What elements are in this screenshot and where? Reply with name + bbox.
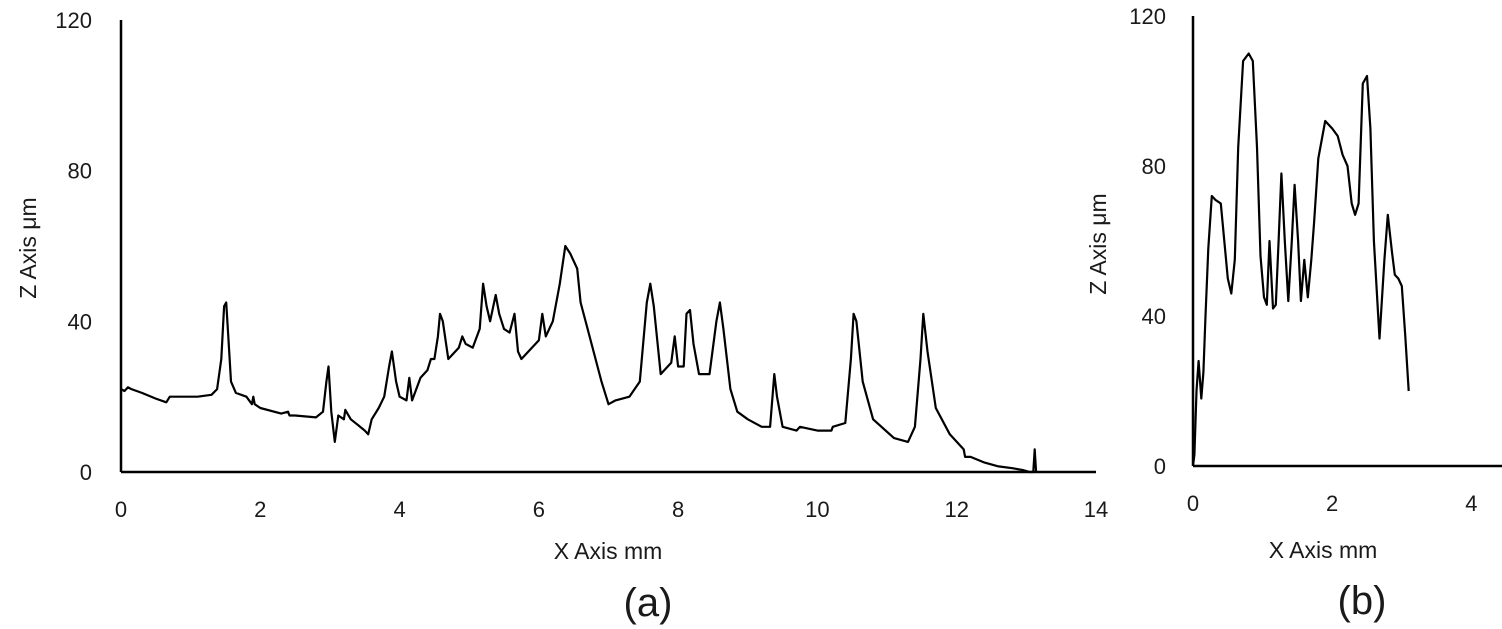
y-tick-label: 120 [55,8,92,33]
x-axis-label-a: X Axis mm [554,538,663,564]
x-tick-label: 0 [1187,491,1199,516]
profile-line-b [1191,52,1410,467]
profile-line-a [120,244,1038,474]
x-tick-label: 10 [805,497,829,522]
y-tick-label: 80 [1142,154,1166,179]
panel-label-a: (a) [624,581,673,625]
x-axis-label-b: X Axis mm [1269,537,1378,563]
y-tick-label: 40 [68,309,92,334]
x-tick-label: 0 [115,497,127,522]
x-tick-label: 2 [254,497,266,522]
x-tick-label: 14 [1084,497,1108,522]
y-tick-labels-a: 0 40 80 120 [55,8,92,485]
y-axis-label-b: Z Axis μm [1085,193,1111,294]
x-tick-label: 4 [1465,491,1477,516]
y-tick-label: 120 [1129,4,1166,29]
x-tick-label: 6 [533,497,545,522]
x-tick-label: 8 [672,497,684,522]
panel-label-b: (b) [1338,579,1387,623]
y-tick-labels-b: 0 40 80 120 [1129,4,1166,479]
y-tick-label: 40 [1142,304,1166,329]
chart-panel-a: 0 40 80 120 0 2 4 6 8 10 12 14 X Axis mm Z Axis μm… [15,8,1108,625]
chart-panel-b: 0 40 80 120 0 2 4 X Axis mm Z Axis μm (b) [1085,4,1502,623]
x-tick-labels-b: 0 2 4 [1187,491,1478,516]
x-tick-label: 2 [1326,491,1338,516]
x-tick-labels-a: 0 2 4 6 8 10 12 14 [115,497,1108,522]
y-tick-label: 80 [68,159,92,184]
y-axis-label-a: Z Axis μm [15,197,41,298]
x-tick-label: 4 [393,497,405,522]
x-tick-label: 12 [944,497,968,522]
y-tick-label: 0 [1154,454,1166,479]
y-tick-label: 0 [80,460,92,485]
